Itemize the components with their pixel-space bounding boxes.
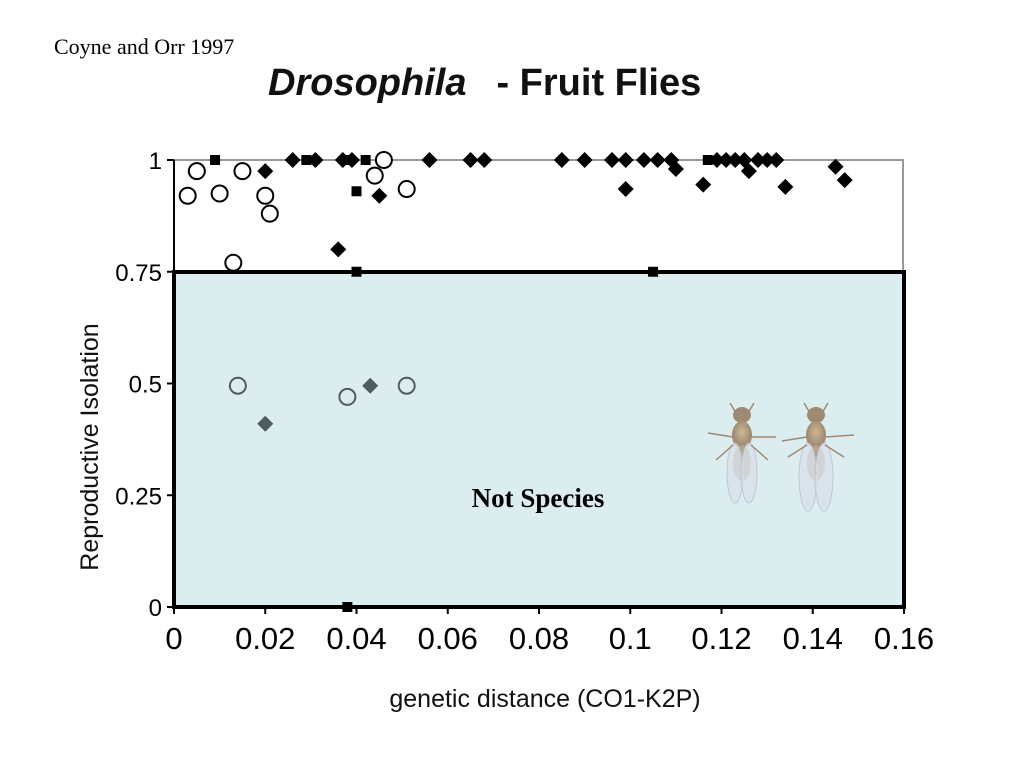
data-point-diamond bbox=[667, 160, 684, 177]
data-point-diamond bbox=[695, 176, 712, 193]
data-point-diamond bbox=[635, 152, 652, 168]
data-point-diamond bbox=[836, 172, 853, 189]
data-point-diamond bbox=[617, 181, 634, 198]
data-point-open-circle bbox=[187, 162, 206, 181]
data-point-square bbox=[301, 155, 312, 165]
data-point-open-circle bbox=[260, 204, 279, 223]
y-tick-label: 0.5 bbox=[129, 372, 162, 399]
data-point-square bbox=[210, 155, 221, 165]
x-tick-label: 0.1 bbox=[609, 621, 652, 656]
data-point-diamond bbox=[750, 152, 766, 168]
data-point-diamond bbox=[257, 415, 274, 432]
x-tick-label: 0.04 bbox=[326, 621, 386, 656]
data-point-open-circle bbox=[224, 253, 243, 272]
x-axis-label: genetic distance (CO1-K2P) bbox=[389, 685, 700, 713]
x-tick-label: 0.12 bbox=[691, 621, 751, 656]
data-point-diamond bbox=[649, 152, 666, 168]
data-point-open-circle bbox=[374, 151, 393, 169]
data-point-open-circle bbox=[397, 180, 416, 199]
y-tick-label: 0.25 bbox=[115, 483, 162, 510]
y-tick-label: 1 bbox=[149, 148, 162, 175]
data-point-diamond bbox=[462, 152, 479, 168]
chart-title: Drosophila - Fruit Flies bbox=[268, 62, 701, 105]
y-axis-label: Reproductive Isolation bbox=[76, 323, 104, 570]
data-point-diamond bbox=[553, 152, 570, 168]
data-point-square bbox=[648, 266, 659, 277]
data-point-square bbox=[360, 155, 371, 165]
data-point-open-circle bbox=[365, 166, 384, 185]
x-tick-label: 0.16 bbox=[874, 621, 934, 656]
x-tick-label: 0.06 bbox=[418, 621, 478, 656]
y-tick-label: 0.75 bbox=[115, 260, 162, 287]
x-tick-label: 0.02 bbox=[235, 621, 295, 656]
data-point-diamond bbox=[768, 152, 785, 168]
data-point-diamond bbox=[740, 163, 757, 180]
data-point-diamond bbox=[604, 152, 620, 168]
data-point-diamond bbox=[718, 152, 735, 168]
data-point-open-circle bbox=[338, 387, 357, 406]
data-point-square bbox=[351, 186, 362, 197]
data-point-open-circle bbox=[397, 376, 416, 395]
data-point-square bbox=[351, 266, 362, 277]
data-point-diamond bbox=[759, 152, 776, 168]
fly-illustration-left bbox=[707, 402, 776, 504]
data-point-square bbox=[342, 155, 353, 165]
data-point-diamond bbox=[708, 152, 725, 168]
data-point-diamond bbox=[330, 241, 347, 258]
x-tick-label: 0.08 bbox=[509, 621, 569, 656]
data-point-diamond bbox=[476, 152, 493, 168]
data-point-diamond bbox=[307, 152, 324, 168]
data-point-open-circle bbox=[210, 184, 229, 203]
chart-title-rest: - Fruit Flies bbox=[496, 62, 702, 104]
data-point-diamond bbox=[421, 152, 438, 168]
data-point-square bbox=[702, 155, 713, 165]
data-point-diamond bbox=[727, 152, 744, 168]
citation: Coyne and Orr 1997 bbox=[54, 34, 235, 59]
data-point-diamond bbox=[371, 187, 388, 204]
chart-title-genus: Drosophila bbox=[268, 62, 467, 104]
data-point-diamond bbox=[576, 152, 593, 168]
data-point-open-circle bbox=[256, 186, 275, 205]
fly-illustration-right bbox=[781, 402, 855, 512]
data-point-diamond bbox=[257, 163, 274, 180]
x-tick-label: 0 bbox=[165, 621, 182, 656]
data-point-diamond bbox=[284, 152, 301, 168]
data-point-square bbox=[342, 602, 353, 612]
data-point-open-circle bbox=[178, 186, 197, 205]
data-point-diamond bbox=[827, 158, 844, 175]
not-species-label: Not Species bbox=[472, 483, 605, 513]
x-tick-label: 0.14 bbox=[783, 621, 843, 656]
y-tick-label: 0 bbox=[149, 595, 162, 622]
data-point-open-circle bbox=[228, 376, 247, 395]
data-point-diamond bbox=[777, 178, 794, 195]
data-point-diamond bbox=[362, 377, 379, 394]
data-point-open-circle bbox=[233, 162, 252, 181]
data-point-diamond bbox=[617, 152, 634, 168]
